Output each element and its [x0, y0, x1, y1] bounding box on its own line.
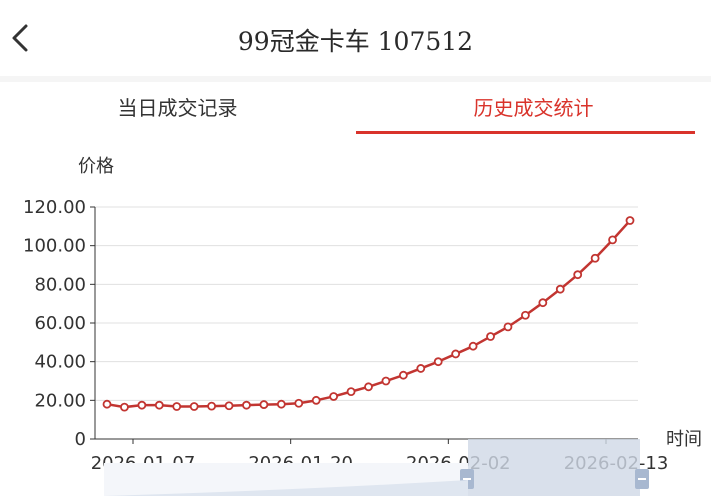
data-point [346, 387, 356, 397]
data-point [521, 310, 530, 320]
y-tick-label: 0 [75, 429, 86, 450]
active-tab-indicator [356, 131, 695, 134]
y-tick-label: 120.00 [23, 197, 86, 218]
price-line [106, 219, 631, 409]
chevron-left-icon [12, 24, 28, 52]
header-bar: 99冠金卡车 107512 [0, 0, 711, 76]
data-point [207, 401, 217, 411]
data-point [538, 298, 548, 308]
data-point [573, 270, 583, 280]
data-point [468, 341, 478, 351]
data-point [224, 401, 234, 411]
data-point [259, 400, 269, 409]
data-point [398, 370, 408, 380]
y-tick-label: 40.00 [34, 352, 86, 373]
back-button[interactable] [4, 16, 40, 60]
data-point [555, 284, 565, 294]
data-point [102, 399, 112, 409]
data-point [242, 400, 251, 410]
zoom-window [468, 439, 640, 496]
data-point [608, 235, 617, 245]
y-tick-label: 20.00 [34, 390, 86, 411]
y-axis-label: 价格 [78, 156, 114, 177]
zoom-preview-area [104, 480, 468, 496]
data-point [294, 398, 304, 408]
data-point [451, 349, 461, 359]
tab-history-stats[interactable]: 历史成交统计 [473, 96, 594, 120]
data-point [189, 402, 199, 411]
data-point [416, 364, 426, 373]
tab-daily-trades[interactable]: 当日成交记录 [117, 96, 238, 120]
data-point [503, 322, 513, 332]
page-title: 99冠金卡车 107512 [237, 27, 474, 56]
y-tick-label: 80.00 [34, 274, 86, 295]
data-point [381, 376, 391, 386]
data-point [486, 332, 495, 341]
y-tick-label: 60.00 [34, 313, 86, 334]
data-point [276, 399, 286, 409]
x-axis-label: 时间 [666, 429, 702, 450]
data-point [311, 395, 321, 405]
price-chart: 价格 时间 020.0040.0060.0080.00100.00120.00 … [23, 156, 702, 496]
y-tick-label: 100.00 [23, 236, 86, 257]
divider [0, 76, 711, 82]
data-point [137, 400, 147, 410]
data-point [120, 402, 129, 412]
data-point [625, 216, 635, 225]
data-point [154, 400, 164, 410]
tab-bar: 当日成交记录 历史成交统计 [0, 82, 711, 138]
data-point [364, 382, 373, 392]
data-point [433, 357, 443, 367]
data-point [329, 392, 339, 401]
data-point [172, 402, 182, 411]
data-point [590, 253, 600, 263]
